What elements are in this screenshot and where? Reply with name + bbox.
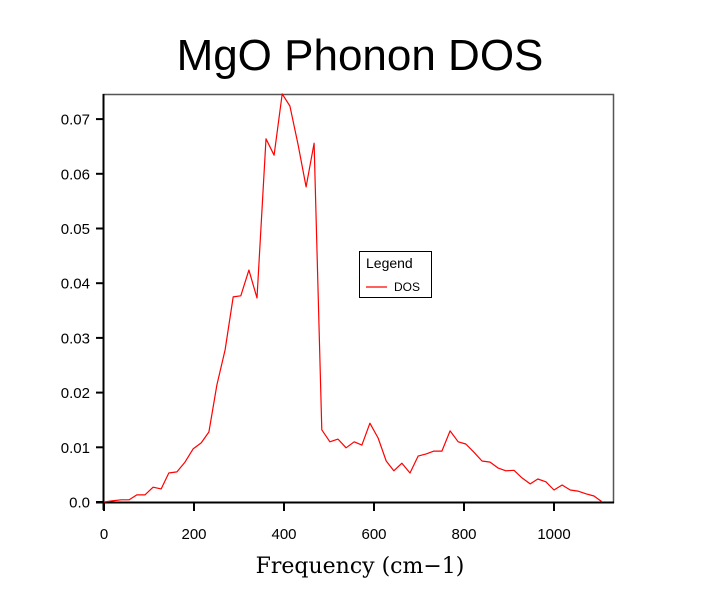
x-axis-label: Frequency (cm−1) <box>256 554 465 579</box>
x-tick-label: 0 <box>100 526 108 543</box>
y-tick-label: 0.06 <box>61 166 90 183</box>
legend: Legend DOS <box>359 251 432 298</box>
y-tick-label: 0.0 <box>69 495 90 512</box>
series-line-dos <box>103 93 603 503</box>
y-tick-label: 0.02 <box>61 385 90 402</box>
series-points <box>104 94 602 502</box>
y-tick-label: 0.04 <box>61 276 90 293</box>
x-ticks: 0 200 400 600 800 1000 <box>100 502 571 543</box>
y-tick-label: 0.07 <box>61 112 90 129</box>
legend-box <box>359 251 432 298</box>
x-tick-label: 600 <box>361 526 386 543</box>
y-tick-label: 0.05 <box>61 221 90 238</box>
x-tick-label: 800 <box>451 526 476 543</box>
y-ticks: 0.0 0.01 0.02 0.03 0.04 0.05 0.06 0.07 <box>61 112 104 512</box>
y-tick-label: 0.01 <box>61 440 90 457</box>
x-tick-label: 400 <box>271 526 296 543</box>
y-tick-label: 0.03 <box>61 330 90 347</box>
legend-title: Legend <box>366 255 413 271</box>
plot-frame <box>102 93 615 504</box>
legend-label-dos: DOS <box>394 280 420 294</box>
chart-title: MgO Phonon DOS <box>177 31 544 80</box>
x-tick-label: 200 <box>181 526 206 543</box>
x-tick-label: 1000 <box>537 526 570 543</box>
